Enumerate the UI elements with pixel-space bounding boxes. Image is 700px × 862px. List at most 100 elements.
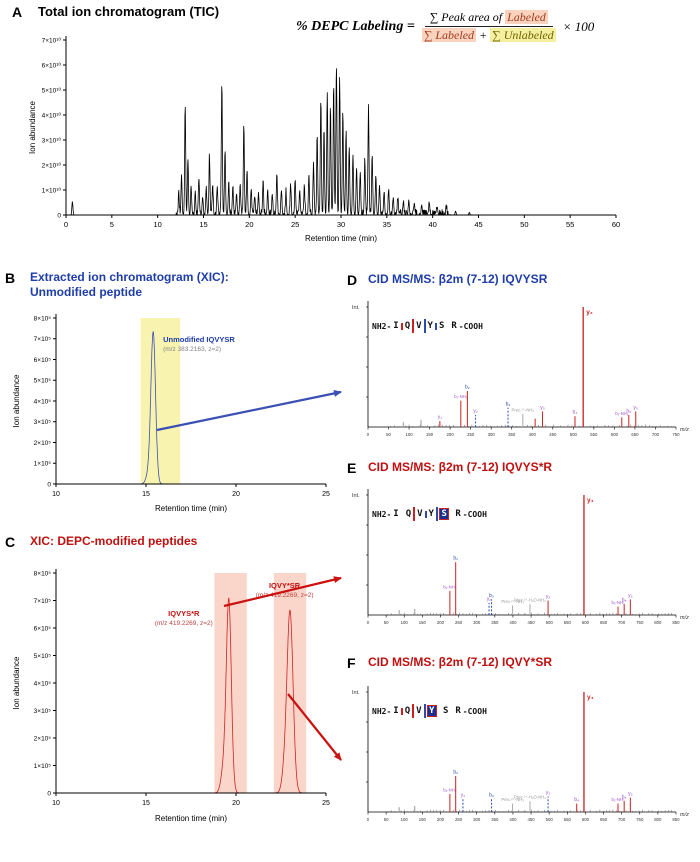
sequence-text: Q: [404, 321, 411, 331]
formula-numerator: ∑ Peak area of Labeled: [424, 10, 553, 27]
formula-num-prefix: ∑ Peak area of: [429, 10, 506, 24]
fragment-mark: [438, 708, 441, 715]
svg-text:0: 0: [367, 817, 370, 822]
svg-text:y₅: y₅: [628, 593, 633, 599]
sequence-text: NH2-: [372, 706, 392, 716]
svg-text:Ion abundance: Ion abundance: [12, 656, 21, 709]
svg-text:y₅: y₅: [628, 791, 633, 797]
svg-text:Prec.²⁺-NH₃: Prec.²⁺-NH₃: [501, 797, 524, 802]
svg-text:50: 50: [384, 817, 389, 822]
svg-text:30: 30: [337, 220, 345, 229]
svg-text:b₃: b₃: [489, 593, 494, 599]
svg-text:Prec.²⁺-NH₃: Prec.²⁺-NH₃: [501, 599, 524, 604]
svg-text:Int.: Int.: [352, 493, 360, 499]
svg-text:400: 400: [529, 432, 537, 437]
svg-text:5×10⁵: 5×10⁵: [34, 653, 52, 660]
xic-modified-chart: 10 15 20 25 0 1×10⁵ 2×10⁵ 3×10⁵ 4×10⁵ 5×10⁵ 6×10⁵ 7…: [12, 569, 330, 823]
svg-text:4×10¹⁰: 4×10¹⁰: [42, 111, 62, 119]
svg-text:0: 0: [64, 220, 68, 229]
svg-text:850: 850: [672, 817, 680, 822]
svg-text:1×10⁵: 1×10⁵: [34, 763, 52, 770]
svg-text:650: 650: [600, 817, 608, 822]
fragment-mark: [450, 708, 453, 715]
sequence-text: -COOH: [458, 321, 483, 331]
svg-text:Retention time (min): Retention time (min): [155, 504, 227, 513]
svg-text:750: 750: [636, 817, 644, 822]
svg-text:y₃: y₃: [540, 405, 545, 411]
svg-text:0: 0: [47, 790, 51, 797]
fragment-mark: [423, 319, 426, 333]
fragment-mark: [400, 322, 403, 330]
modified-residue: Y: [426, 705, 437, 717]
svg-text:550: 550: [564, 817, 572, 822]
msms-unmodified-spectrum: Int. m/z 0 50 100 150 200 250 300 350 400 450 500 550…: [352, 301, 689, 437]
svg-text:100: 100: [405, 432, 413, 437]
formula-den-unlabeled: ∑ Unlabeled: [490, 28, 556, 42]
svg-text:b₅-NH₃: b₅-NH₃: [611, 600, 624, 605]
svg-text:250: 250: [455, 620, 463, 625]
svg-text:7×10⁵: 7×10⁵: [34, 598, 52, 605]
svg-text:6×10⁵: 6×10⁵: [34, 625, 52, 632]
panel-e-label: E: [347, 460, 357, 476]
svg-text:550: 550: [564, 620, 572, 625]
svg-text:6×10⁵: 6×10⁵: [34, 357, 52, 364]
xic-unmodified-chart: 10 15 20 25 0 1×10⁵ 2×10⁵ 3×10⁵ 4×10⁵ 5×10⁵ 6×10⁵ 7…: [12, 314, 330, 513]
svg-text:15: 15: [142, 491, 150, 498]
svg-text:500: 500: [546, 817, 554, 822]
svg-text:IQVY*SR: IQVY*SR: [269, 581, 301, 590]
svg-text:y₄: y₄: [586, 309, 593, 316]
svg-text:100: 100: [401, 817, 409, 822]
svg-text:Prec.²⁺-H₂O-NH₃: Prec.²⁺-H₂O-NH₃: [514, 598, 546, 603]
tic-chart: 0 5 10 15 20 25 30 35 40 45 50 55 60 0 1×10¹⁰ 2×10¹⁰ 3×1…: [28, 36, 620, 243]
svg-text:Ion abundance: Ion abundance: [28, 100, 37, 153]
svg-text:1×10⁵: 1×10⁵: [34, 461, 52, 468]
svg-text:m/z: m/z: [680, 615, 689, 621]
sequence-text: Y: [428, 509, 434, 519]
panel-a-label: A: [12, 4, 23, 20]
svg-text:4×10⁵: 4×10⁵: [34, 398, 52, 405]
svg-text:Prec.²⁺-H₂O-NH₃: Prec.²⁺-H₂O-NH₃: [514, 795, 546, 800]
sequence-text: S: [442, 706, 449, 716]
sequence-text: Q: [404, 706, 411, 716]
svg-text:800: 800: [654, 817, 662, 822]
svg-text:y₃: y₃: [546, 594, 551, 600]
sequence-text: -COOH: [462, 509, 487, 519]
svg-text:8×10⁵: 8×10⁵: [34, 315, 52, 322]
svg-text:200: 200: [447, 432, 455, 437]
svg-text:25: 25: [322, 491, 330, 498]
svg-text:150: 150: [426, 432, 434, 437]
svg-text:500: 500: [546, 620, 554, 625]
svg-text:b₅: b₅: [622, 598, 627, 604]
formula-rhs: × 100: [562, 18, 595, 34]
svg-text:15: 15: [142, 800, 150, 807]
svg-text:y₂: y₂: [473, 409, 478, 415]
sequence-text: -COOH: [462, 706, 487, 716]
formula-fraction: ∑ Peak area of Labeled ∑ Labeled + ∑ Unl…: [421, 10, 556, 43]
svg-text:m/z: m/z: [680, 812, 689, 818]
svg-text:b₅-NH₃: b₅-NH₃: [611, 797, 624, 802]
svg-text:(m/z 419.2269, z=2): (m/z 419.2269, z=2): [256, 592, 314, 599]
sequence-text: R: [455, 706, 461, 716]
sequence-text: NH2-: [372, 509, 392, 519]
svg-text:20: 20: [232, 800, 240, 807]
fragment-mark: [423, 704, 426, 718]
svg-text:400: 400: [509, 620, 517, 625]
svg-text:300: 300: [473, 620, 481, 625]
svg-text:40: 40: [428, 220, 436, 229]
msms-s-modified-spectrum: Int. m/z 0 50 100 150 200 250 300 350 400 450 500 550…: [352, 489, 689, 625]
sequence-text: NH2-: [372, 321, 392, 331]
svg-text:650: 650: [631, 432, 639, 437]
panel-b-label: B: [5, 270, 16, 286]
formula-den-plus: +: [476, 28, 491, 42]
svg-text:b₂-NH₃: b₂-NH₃: [454, 394, 467, 399]
svg-text:b₅-NH₃: b₅-NH₃: [615, 411, 628, 416]
formula-den-labeled: ∑ Labeled: [421, 28, 477, 42]
sequence-text: S: [438, 321, 445, 331]
svg-text:300: 300: [473, 817, 481, 822]
svg-text:0: 0: [47, 481, 51, 488]
panel-d-title: CID MS/MS: β2m (7-12) IQVYSR: [368, 272, 548, 286]
svg-text:800: 800: [654, 620, 662, 625]
svg-text:0: 0: [57, 212, 61, 219]
svg-text:y₄: y₄: [587, 694, 594, 701]
